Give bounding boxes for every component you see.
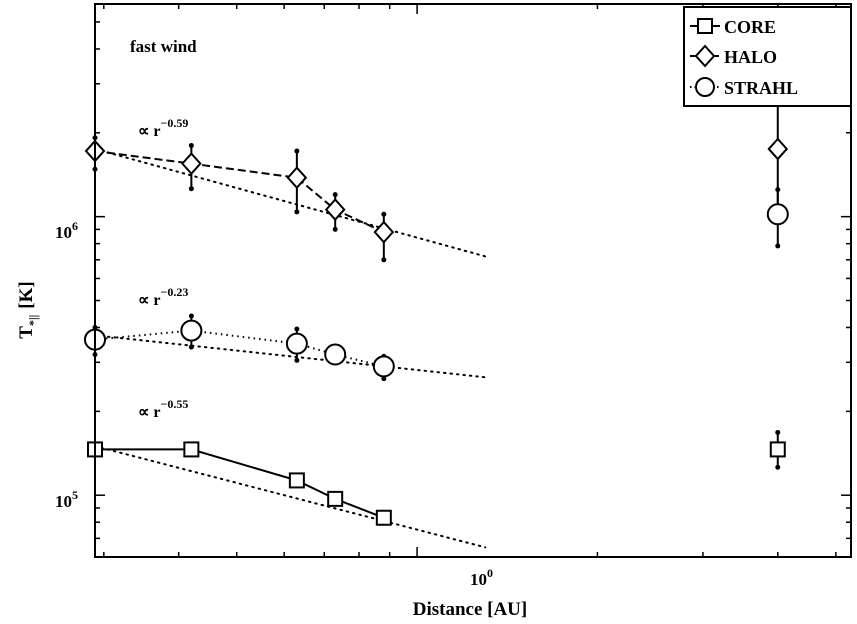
fit-line-halo xyxy=(94,147,487,258)
error-bar-halo-cap-high xyxy=(188,143,194,149)
error-bar-halo-cap-high xyxy=(294,148,300,154)
svg-text:105: 105 xyxy=(55,488,78,511)
data-point-halo xyxy=(181,152,202,176)
legend-label-strahl: STRAHL xyxy=(724,78,798,98)
data-point-strahl xyxy=(324,343,347,366)
error-bar-strahl-cap-low xyxy=(188,344,194,350)
fit-label-core-exponent: −0.55 xyxy=(161,397,189,411)
series-line-strahl xyxy=(94,329,385,368)
data-point-core xyxy=(183,441,200,458)
fit-label-strahl-base: ∝ r xyxy=(138,292,161,309)
legend-marker-strahl xyxy=(695,77,715,97)
y-axis-label-main: T xyxy=(16,326,37,339)
data-point-core xyxy=(327,490,344,507)
axes-frame xyxy=(94,3,852,558)
outlier-error-bar-strahl-cap-low xyxy=(775,243,781,249)
y-tick-label-1e5-exp: 5 xyxy=(72,488,78,502)
error-bar-halo-cap-high xyxy=(332,192,338,198)
error-bar-halo-cap-high xyxy=(381,211,387,217)
axes-box xyxy=(94,3,852,558)
svg-text:∝ r−0.55: ∝ r−0.55 xyxy=(138,397,188,421)
legend: CORE HALO STRAHL xyxy=(683,6,852,107)
y-tick-label-1e6: 106 xyxy=(55,219,78,242)
data-point-halo xyxy=(286,166,308,190)
y-axis-label-sub: *|| xyxy=(26,315,40,326)
data-point-strahl xyxy=(285,332,308,355)
data-point-core xyxy=(288,472,305,489)
x-tick-label: 100 xyxy=(470,566,493,589)
fit-label-core: ∝ r−0.55 xyxy=(138,397,188,421)
outlier-error-bar-strahl-cap-high xyxy=(775,187,781,193)
data-point-strahl xyxy=(372,355,395,378)
legend-marker-halo xyxy=(694,44,716,68)
fit-line-strahl xyxy=(94,334,487,379)
error-bar-halo-cap-low xyxy=(188,186,194,192)
svg-text:T*||[K]: T*|| [K] xyxy=(16,281,40,338)
series-halo xyxy=(84,96,789,263)
series-core xyxy=(87,429,786,549)
outlier-point-core xyxy=(769,441,786,458)
fit-line-core xyxy=(94,445,487,549)
data-point-core xyxy=(375,509,392,526)
data-point-halo xyxy=(373,220,395,244)
legend-item-core: CORE xyxy=(690,17,776,37)
data-point-halo xyxy=(324,198,346,222)
fit-label-strahl-exponent: −0.23 xyxy=(161,285,189,299)
series-layer xyxy=(84,96,789,549)
series-line-halo xyxy=(94,150,385,234)
error-bar-strahl-cap-high xyxy=(294,326,300,332)
outlier-point-strahl xyxy=(766,203,789,226)
annotation-fast-wind: fast wind xyxy=(130,37,197,56)
fit-label-halo-base: ∝ r xyxy=(138,123,161,140)
error-bar-strahl-cap-low xyxy=(381,376,387,382)
y-axis-label-unit: [K] xyxy=(16,281,37,308)
svg-text:∝ r−0.23: ∝ r−0.23 xyxy=(138,285,188,309)
legend-marker-core xyxy=(697,18,713,34)
y-tick-label-1e5: 105 xyxy=(55,488,78,511)
outlier-error-bar-core-cap-low xyxy=(775,464,781,470)
error-bar-strahl-cap-low xyxy=(294,357,300,363)
fit-label-halo: ∝ r−0.59 xyxy=(138,116,188,140)
fit-label-halo-exponent: −0.59 xyxy=(161,116,189,130)
y-tick-label-1e5-base: 10 xyxy=(55,492,72,511)
x-tick-label-exp: 0 xyxy=(487,566,493,580)
svg-text:106: 106 xyxy=(55,219,78,242)
y-tick-label-1e6-exp: 6 xyxy=(72,219,78,233)
svg-text:∝ r−0.59: ∝ r−0.59 xyxy=(138,116,188,140)
legend-item-halo: HALO xyxy=(690,44,777,68)
data-point-strahl xyxy=(180,319,203,342)
error-bar-strahl-cap-high xyxy=(188,313,194,319)
series-strahl xyxy=(84,187,789,382)
svg-text:100: 100 xyxy=(470,566,493,589)
error-bar-halo-cap-low xyxy=(332,226,338,232)
y-tick-label-1e6-base: 10 xyxy=(55,223,72,242)
x-axis-label: Distance [AU] xyxy=(413,599,528,620)
x-tick-label-base: 10 xyxy=(470,570,487,589)
y-axis-label: T*|| [K] xyxy=(16,281,40,338)
legend-item-strahl: STRAHL xyxy=(690,77,798,98)
fit-label-strahl: ∝ r−0.23 xyxy=(138,285,188,309)
fit-label-core-base: ∝ r xyxy=(138,404,161,421)
outlier-error-bar-core-cap-high xyxy=(775,429,781,435)
error-bar-halo-cap-low xyxy=(294,209,300,215)
legend-label-halo: HALO xyxy=(724,47,777,67)
legend-label-core: CORE xyxy=(724,17,776,37)
error-bar-halo-cap-low xyxy=(381,257,387,263)
outlier-point-halo xyxy=(767,137,789,161)
